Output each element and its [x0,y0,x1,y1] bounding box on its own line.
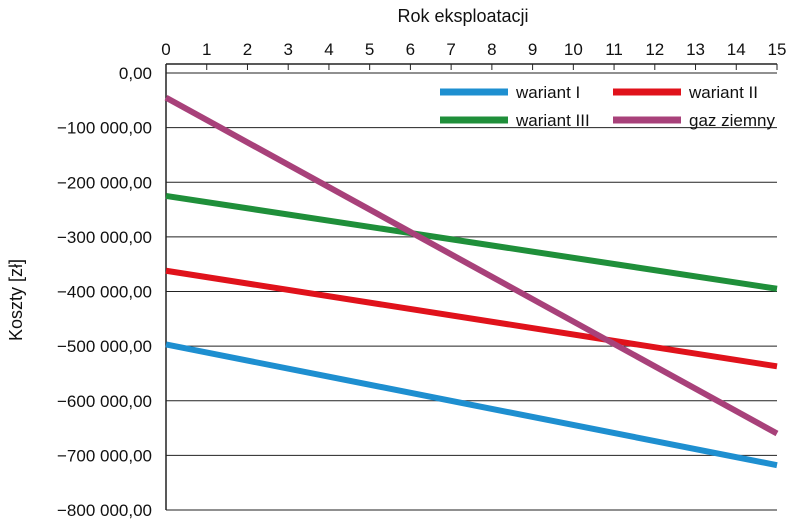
y-tick-label: −100 000,00 [57,119,152,138]
x-tick-label: 8 [487,40,496,59]
series-line-wariant-II [165,267,778,370]
legend-label: wariant II [688,83,758,102]
x-tick-label: 10 [564,40,583,59]
x-tick-label: 7 [446,40,455,59]
y-tick-label: −600 000,00 [57,392,152,411]
y-tick-label: −500 000,00 [57,337,152,356]
x-tick-label: 14 [727,40,746,59]
x-tick-label: 11 [605,40,623,59]
x-tick-label: 0 [161,40,170,59]
series-line-gaz-ziemny [164,94,779,437]
grid-lines [166,72,777,511]
x-tick-label: 1 [202,40,211,59]
x-tick-label: 5 [365,40,374,59]
y-tick-label: −400 000,00 [57,283,152,302]
y-tick-labels: 0,00 −100 000,00 −200 000,00 −300 000,00 −40… [57,64,152,520]
y-tick-label: −800 000,00 [57,501,152,520]
x-axis-title: Rok eksploatacji [397,6,528,26]
x-tick-label: 15 [768,40,787,59]
legend-label: gaz ziemny [689,111,775,130]
axes [165,63,778,510]
y-axis-title: Koszty [zł] [6,259,26,341]
legend: wariant I wariant II wariant III gaz ziemny [440,83,775,130]
y-tick-label: 0,00 [119,64,152,83]
x-tick-label: 3 [283,40,292,59]
x-tick-label: 4 [324,40,333,59]
legend-label: wariant III [515,111,590,130]
x-tick-label: 6 [406,40,415,59]
x-tick-label: 13 [686,40,705,59]
y-tick-label: −700 000,00 [57,446,152,465]
series-line-wariant-I [165,341,778,469]
y-tick-label: −200 000,00 [57,173,152,192]
x-tick-label: 2 [243,40,252,59]
x-tick-label: 9 [528,40,537,59]
series-line-wariant-III [165,192,778,292]
x-tick-label: 12 [645,40,664,59]
series-lines [164,94,779,469]
x-tick-labels: 0 1 2 3 4 5 6 7 8 9 10 11 12 13 14 15 [161,40,786,59]
y-tick-label: −300 000,00 [57,228,152,247]
legend-label: wariant I [515,83,580,102]
